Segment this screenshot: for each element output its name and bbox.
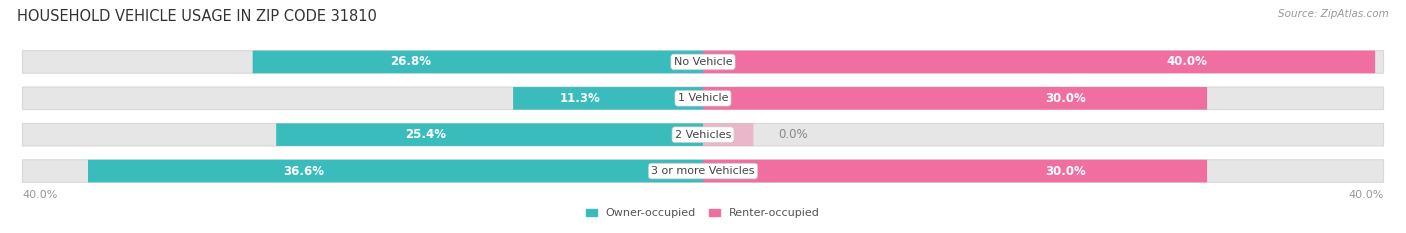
Text: HOUSEHOLD VEHICLE USAGE IN ZIP CODE 31810: HOUSEHOLD VEHICLE USAGE IN ZIP CODE 3181… bbox=[17, 9, 377, 24]
FancyBboxPatch shape bbox=[89, 160, 703, 182]
Text: 0.0%: 0.0% bbox=[779, 128, 808, 141]
Legend: Owner-occupied, Renter-occupied: Owner-occupied, Renter-occupied bbox=[586, 208, 820, 218]
FancyBboxPatch shape bbox=[22, 123, 1384, 146]
FancyBboxPatch shape bbox=[703, 87, 1208, 110]
FancyBboxPatch shape bbox=[703, 123, 754, 146]
Text: 36.6%: 36.6% bbox=[283, 164, 323, 178]
Text: 40.0%: 40.0% bbox=[22, 190, 58, 200]
FancyBboxPatch shape bbox=[513, 87, 703, 110]
Text: 3 or more Vehicles: 3 or more Vehicles bbox=[651, 166, 755, 176]
Text: 40.0%: 40.0% bbox=[1167, 55, 1208, 69]
Text: 26.8%: 26.8% bbox=[389, 55, 430, 69]
Text: Source: ZipAtlas.com: Source: ZipAtlas.com bbox=[1278, 9, 1389, 19]
FancyBboxPatch shape bbox=[22, 51, 1384, 73]
FancyBboxPatch shape bbox=[276, 123, 703, 146]
Text: 25.4%: 25.4% bbox=[405, 128, 446, 141]
Text: 30.0%: 30.0% bbox=[1046, 92, 1087, 105]
FancyBboxPatch shape bbox=[22, 87, 1384, 110]
Text: No Vehicle: No Vehicle bbox=[673, 57, 733, 67]
Text: 30.0%: 30.0% bbox=[1046, 164, 1087, 178]
Text: 1 Vehicle: 1 Vehicle bbox=[678, 93, 728, 103]
Text: 40.0%: 40.0% bbox=[1348, 190, 1384, 200]
FancyBboxPatch shape bbox=[703, 51, 1375, 73]
FancyBboxPatch shape bbox=[22, 160, 1384, 182]
Text: 11.3%: 11.3% bbox=[560, 92, 600, 105]
Text: 2 Vehicles: 2 Vehicles bbox=[675, 130, 731, 140]
FancyBboxPatch shape bbox=[703, 160, 1208, 182]
FancyBboxPatch shape bbox=[253, 51, 703, 73]
